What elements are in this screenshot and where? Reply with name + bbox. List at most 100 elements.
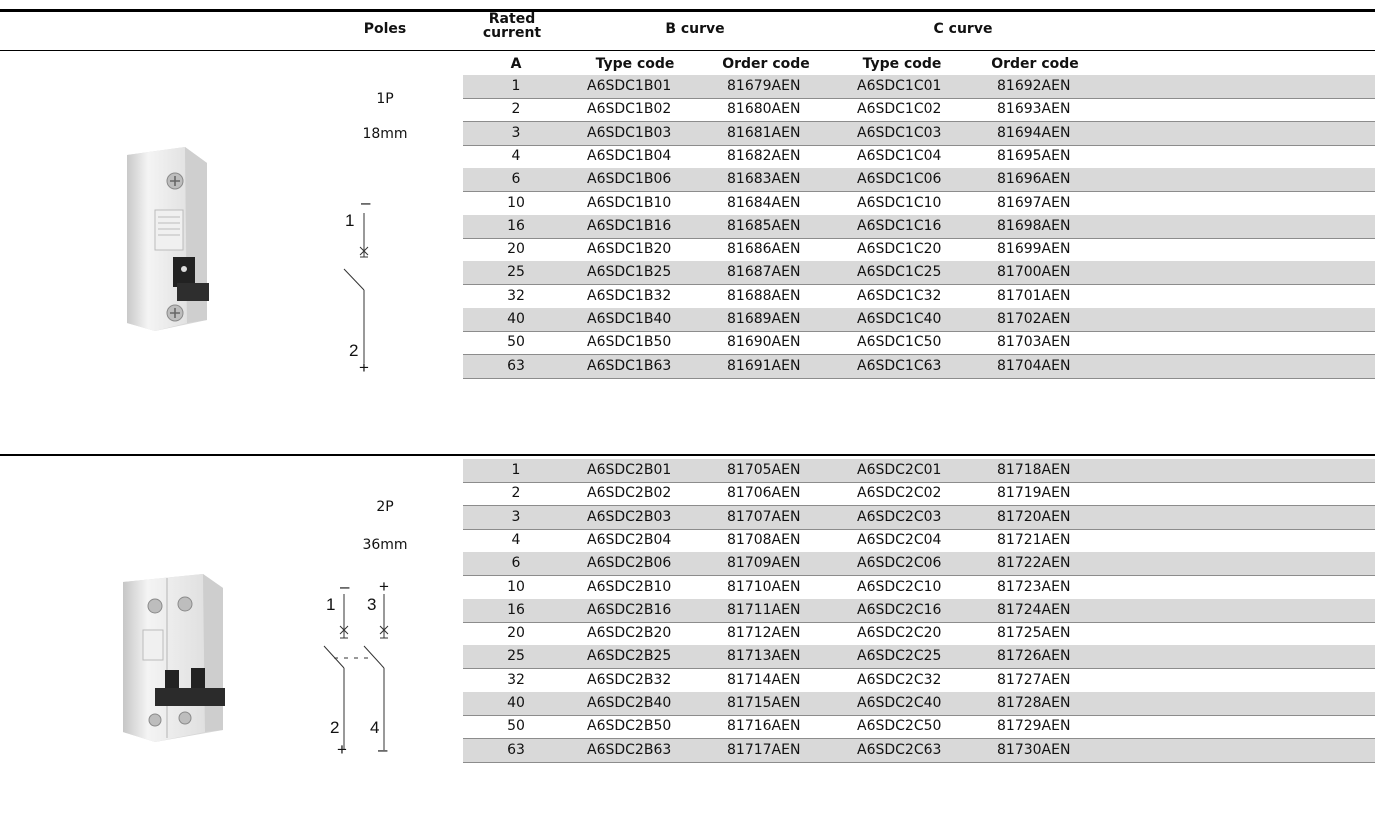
rated-current-cell: 40: [507, 695, 525, 711]
b-order-code-cell: 81682AEN: [727, 148, 801, 164]
b-type-code-cell: A6SDC2B50: [587, 718, 672, 734]
b-type-code-cell: A6SDC1B01: [587, 78, 672, 94]
breaker-2p-image: [123, 574, 225, 742]
symbol-2p-bottom-left-polarity: +: [337, 740, 347, 759]
table-row: 25 A6SDC1B25 81687AEN A6SDC1C25 81700AEN: [463, 261, 1375, 284]
b-order-code-cell: 81712AEN: [727, 625, 801, 641]
row-divider: [463, 121, 1375, 122]
table-row: 4 A6SDC2B04 81708AEN A6SDC2C04 81721AEN: [463, 529, 1375, 552]
c-type-code-cell: A6SDC2C06: [857, 555, 942, 571]
poles-1p: 1P: [376, 91, 394, 107]
row-divider: [463, 738, 1375, 739]
rated-current-cell: 40: [507, 311, 525, 327]
symbol-2p-terminal-2: 2: [330, 718, 340, 737]
row-divider: [463, 575, 1375, 576]
table-row: 63 A6SDC2B63 81717AEN A6SDC2C63 81730AEN: [463, 739, 1375, 762]
rated-current-cell: 1: [511, 78, 521, 94]
header-rated-current-line1: Rated: [488, 11, 536, 27]
header-rated-current-line2: current: [482, 25, 542, 41]
symbol-top-polarity: –: [361, 193, 371, 212]
c-order-code-cell: 81724AEN: [997, 602, 1071, 618]
b-order-code-cell: 81713AEN: [727, 648, 801, 664]
b-order-code-cell: 81714AEN: [727, 672, 801, 688]
c-order-code-cell: 81728AEN: [997, 695, 1071, 711]
b-type-code-cell: A6SDC2B40: [587, 695, 672, 711]
c-order-code-cell: 81722AEN: [997, 555, 1071, 571]
table-row: 50 A6SDC2B50 81716AEN A6SDC2C50 81729AEN: [463, 715, 1375, 738]
c-order-code-cell: 81697AEN: [997, 195, 1071, 211]
c-order-code-cell: 81725AEN: [997, 625, 1071, 641]
header-poles: Poles: [363, 21, 407, 37]
rated-current-cell: 50: [507, 334, 525, 350]
c-type-code-cell: A6SDC1C20: [857, 241, 942, 257]
c-type-code-cell: A6SDC1C25: [857, 264, 942, 280]
c-type-code-cell: A6SDC2C16: [857, 602, 942, 618]
table-row: 32 A6SDC1B32 81688AEN A6SDC1C32 81701AEN: [463, 285, 1375, 308]
row-divider: [463, 622, 1375, 623]
width-18mm: 18mm: [362, 126, 408, 142]
b-type-code-cell: A6SDC2B02: [587, 485, 672, 501]
b-order-code-cell: 81689AEN: [727, 311, 801, 327]
b-order-code-cell: 81680AEN: [727, 101, 801, 117]
c-type-code-cell: A6SDC2C40: [857, 695, 942, 711]
rated-current-cell: 6: [511, 555, 521, 571]
c-type-code-cell: A6SDC2C25: [857, 648, 942, 664]
c-order-code-cell: 81718AEN: [997, 462, 1071, 478]
rated-current-cell: 10: [507, 195, 525, 211]
rated-current-cell: 16: [507, 218, 525, 234]
b-order-code-cell: 81683AEN: [727, 171, 801, 187]
subheader-c-order-code: Order code: [991, 56, 1079, 72]
b-order-code-cell: 81708AEN: [727, 532, 801, 548]
c-type-code-cell: A6SDC2C01: [857, 462, 942, 478]
rated-current-cell: 4: [511, 532, 521, 548]
b-order-code-cell: 81688AEN: [727, 288, 801, 304]
c-order-code-cell: 81693AEN: [997, 101, 1071, 117]
table-row: 10 A6SDC1B10 81684AEN A6SDC1C10 81697AEN: [463, 192, 1375, 215]
b-order-code-cell: 81686AEN: [727, 241, 801, 257]
c-order-code-cell: 81721AEN: [997, 532, 1071, 548]
c-order-code-cell: 81723AEN: [997, 579, 1071, 595]
b-order-code-cell: 81679AEN: [727, 78, 801, 94]
symbol-terminal-2: 2: [349, 341, 359, 360]
c-type-code-cell: A6SDC2C20: [857, 625, 942, 641]
table-row: 40 A6SDC1B40 81689AEN A6SDC1C40 81702AEN: [463, 308, 1375, 331]
c-order-code-cell: 81696AEN: [997, 171, 1071, 187]
rated-current-cell: 2: [511, 101, 521, 117]
header-c-curve: C curve: [933, 21, 993, 37]
c-type-code-cell: A6SDC2C50: [857, 718, 942, 734]
table-row: 3 A6SDC2B03 81707AEN A6SDC2C03 81720AEN: [463, 506, 1375, 529]
b-type-code-cell: A6SDC2B32: [587, 672, 672, 688]
row-divider: [463, 98, 1375, 99]
b-order-code-cell: 81690AEN: [727, 334, 801, 350]
rated-current-cell: 50: [507, 718, 525, 734]
c-order-code-cell: 81719AEN: [997, 485, 1071, 501]
c-type-code-cell: A6SDC1C03: [857, 125, 942, 141]
row-divider: [463, 505, 1375, 506]
symbol-2p-terminal-4: 4: [370, 718, 380, 737]
subheader-unit: A: [510, 56, 522, 72]
b-order-code-cell: 81706AEN: [727, 485, 801, 501]
b-type-code-cell: A6SDC2B03: [587, 509, 672, 525]
subheader-b-order-code: Order code: [722, 56, 810, 72]
b-type-code-cell: A6SDC1B32: [587, 288, 672, 304]
row-divider: [463, 145, 1375, 146]
row-divider: [463, 668, 1375, 669]
table-row: 63 A6SDC1B63 81691AEN A6SDC1C63 81704AEN: [463, 355, 1375, 378]
rated-current-cell: 1: [511, 462, 521, 478]
table-row: 50 A6SDC1B50 81690AEN A6SDC1C50 81703AEN: [463, 331, 1375, 354]
c-type-code-cell: A6SDC2C32: [857, 672, 942, 688]
rated-current-cell: 63: [507, 742, 525, 758]
table-row: 20 A6SDC1B20 81686AEN A6SDC1C20 81699AEN: [463, 238, 1375, 261]
b-order-code-cell: 81684AEN: [727, 195, 801, 211]
b-order-code-cell: 81716AEN: [727, 718, 801, 734]
table-row: 40 A6SDC2B40 81715AEN A6SDC2C40 81728AEN: [463, 692, 1375, 715]
c-order-code-cell: 81699AEN: [997, 241, 1071, 257]
rated-current-cell: 3: [511, 125, 521, 141]
breaker-1p-image: [127, 147, 209, 331]
c-type-code-cell: A6SDC1C16: [857, 218, 942, 234]
b-type-code-cell: A6SDC1B06: [587, 171, 672, 187]
b-type-code-cell: A6SDC1B03: [587, 125, 672, 141]
subheader-b-type-code: Type code: [595, 56, 675, 72]
breaker-1p-symbol: [343, 213, 369, 363]
symbol-2p-bottom-right-polarity: –: [378, 740, 388, 759]
